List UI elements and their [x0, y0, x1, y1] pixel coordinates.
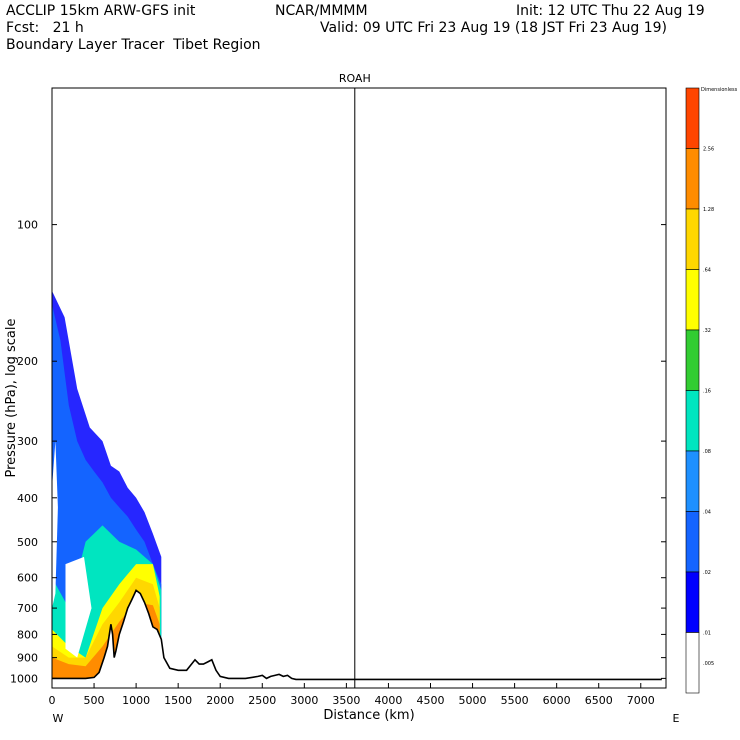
header-field: Boundary Layer Tracer Tibet Region: [6, 37, 261, 53]
tracer-clear-pocket: [65, 556, 92, 658]
y-tick-label: 500: [17, 536, 38, 549]
colorbar-level-label: 1.28: [703, 207, 714, 213]
terrain-fill: [52, 590, 662, 688]
x-tick-label: 7000: [627, 694, 655, 707]
colorbar-swatch: [685, 450, 700, 512]
colorbar: Dimensionless 2.56 1.28 .64 .32 .16 .08 .04 .02.…: [685, 87, 738, 694]
plot-frame: [51, 87, 667, 689]
colorbar-swatch: [685, 148, 700, 210]
x-tick-label: 0: [49, 694, 56, 707]
header-init: Init: 12 UTC Thu 22 Aug 19: [516, 3, 705, 19]
x-axis-title: Distance (km): [323, 708, 414, 723]
x-tick-label: 5500: [501, 694, 529, 707]
header-org: NCAR/MMMM: [275, 3, 368, 19]
y-tick-label: 600: [17, 572, 38, 585]
colorbar-swatch: [685, 208, 700, 270]
x-tick-label: 6000: [543, 694, 571, 707]
colorbar-swatch: [685, 390, 700, 452]
colorbar-level-label: .04: [703, 510, 711, 516]
x-tick-label: 3500: [332, 694, 360, 707]
colorbar-swatch: [685, 87, 700, 149]
header-fcst: Fcst: 21 h: [6, 20, 84, 36]
x-west-label: W: [53, 712, 64, 725]
y-tick-label: 700: [17, 602, 38, 615]
terrain-profile-line: [52, 589, 662, 681]
tracer-shading: [52, 290, 662, 688]
y-tick-label: 800: [17, 628, 38, 641]
x-tick-label: 4000: [374, 694, 402, 707]
colorbar-level-label: .64: [703, 268, 711, 274]
colorbar-level-label: .16: [703, 389, 711, 395]
y-tick-label: 300: [17, 435, 38, 448]
header-valid: Valid: 09 UTC Fri 23 Aug 19 (18 JST Fri …: [320, 20, 668, 36]
colorbar-swatch: [685, 329, 700, 391]
header-model: ACCLIP 15km ARW-GFS init: [6, 3, 196, 19]
x-tick-label: 1500: [164, 694, 192, 707]
colorbar-level-label: 2.56: [703, 147, 714, 153]
colorbar-swatch: [685, 269, 700, 331]
x-tick-label: 4500: [416, 694, 444, 707]
y-tick-label: 1000: [10, 672, 38, 685]
x-tick-label: 2000: [206, 694, 234, 707]
colorbar-level-label: .005: [703, 661, 714, 667]
colorbar-swatch: [685, 571, 700, 633]
colorbar-level-label: .08: [703, 449, 711, 455]
x-tick-label: 1000: [122, 694, 150, 707]
y-axis-title: Pressure (hPa), log scale: [4, 319, 19, 478]
y-tick-label: 100: [17, 219, 38, 232]
y-axis: 100 200 300 400 500 600 700 800 900 1000: [10, 219, 666, 685]
colorbar-level-label: .01: [703, 631, 711, 637]
x-axis: 0 500 1000 1500 2000 2500 3000 3500 4000 4500 5000…: [49, 683, 655, 707]
y-tick-label: 900: [17, 652, 38, 665]
y-tick-label: 400: [17, 492, 38, 505]
x-tick-label: 6500: [585, 694, 613, 707]
colorbar-units: Dimensionless: [701, 87, 738, 93]
x-tick-label: 5000: [459, 694, 487, 707]
x-tick-label: 2500: [248, 694, 276, 707]
x-tick-label: 3000: [290, 694, 318, 707]
x-tick-label: 500: [84, 694, 105, 707]
station-label: ROAH: [339, 72, 371, 85]
colorbar-swatch: [685, 632, 700, 694]
y-tick-label: 200: [17, 355, 38, 368]
x-east-label: E: [673, 712, 680, 725]
colorbar-level-label: .02: [703, 570, 711, 576]
tracer-clear-pocket: [52, 441, 58, 609]
colorbar-swatch: [685, 511, 700, 573]
colorbar-level-label: .32: [703, 328, 711, 334]
